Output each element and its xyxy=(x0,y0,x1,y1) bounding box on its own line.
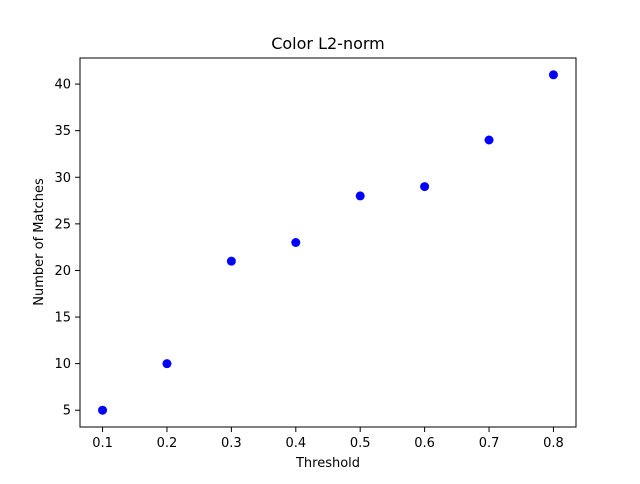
y-axis-label: Number of Matches xyxy=(32,178,47,306)
x-axis-label: Threshold xyxy=(295,456,360,471)
y-tick-label: 30 xyxy=(54,171,71,186)
y-tick-label: 25 xyxy=(54,217,71,232)
data-point xyxy=(420,182,430,192)
x-tick-label: 0.7 xyxy=(479,436,500,451)
data-series xyxy=(98,70,558,415)
data-point xyxy=(291,238,301,247)
x-tick-label: 0.8 xyxy=(543,436,564,451)
x-tick-label: 0.4 xyxy=(285,436,306,451)
y-tick-label: 10 xyxy=(54,357,71,372)
x-tick-label: 0.1 xyxy=(92,436,113,451)
data-point xyxy=(162,359,172,369)
data-point xyxy=(98,405,108,415)
chart-title: Color L2-norm xyxy=(271,34,385,53)
y-tick-label: 5 xyxy=(63,404,71,419)
x-tick-label: 0.6 xyxy=(414,436,435,451)
data-point xyxy=(226,256,236,266)
y-axis: 5 10 15 20 25 30 35 40 xyxy=(54,78,80,419)
y-tick-label: 40 xyxy=(54,78,71,93)
y-tick-label: 35 xyxy=(54,124,71,139)
data-point xyxy=(355,191,365,201)
x-tick-label: 0.2 xyxy=(157,436,178,451)
data-point xyxy=(484,135,494,145)
y-tick-label: 20 xyxy=(54,264,71,279)
y-tick-label: 15 xyxy=(54,311,71,326)
x-tick-label: 0.5 xyxy=(350,436,371,451)
plot-area xyxy=(79,57,577,428)
x-axis: 0.1 0.2 0.3 0.4 0.5 0.6 0.7 0.8 xyxy=(92,427,564,451)
x-tick-label: 0.3 xyxy=(221,436,242,451)
data-point xyxy=(548,70,558,80)
